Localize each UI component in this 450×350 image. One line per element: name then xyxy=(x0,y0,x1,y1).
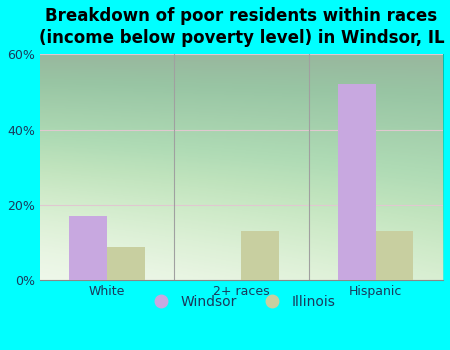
Bar xyxy=(241,231,279,280)
Title: Breakdown of poor residents within races
(income below poverty level) in Windsor: Breakdown of poor residents within races… xyxy=(39,7,444,47)
Bar xyxy=(376,231,414,280)
Bar xyxy=(107,246,144,280)
Bar xyxy=(338,84,376,280)
Legend: Windsor, Illinois: Windsor, Illinois xyxy=(142,289,341,314)
Bar xyxy=(69,216,107,280)
